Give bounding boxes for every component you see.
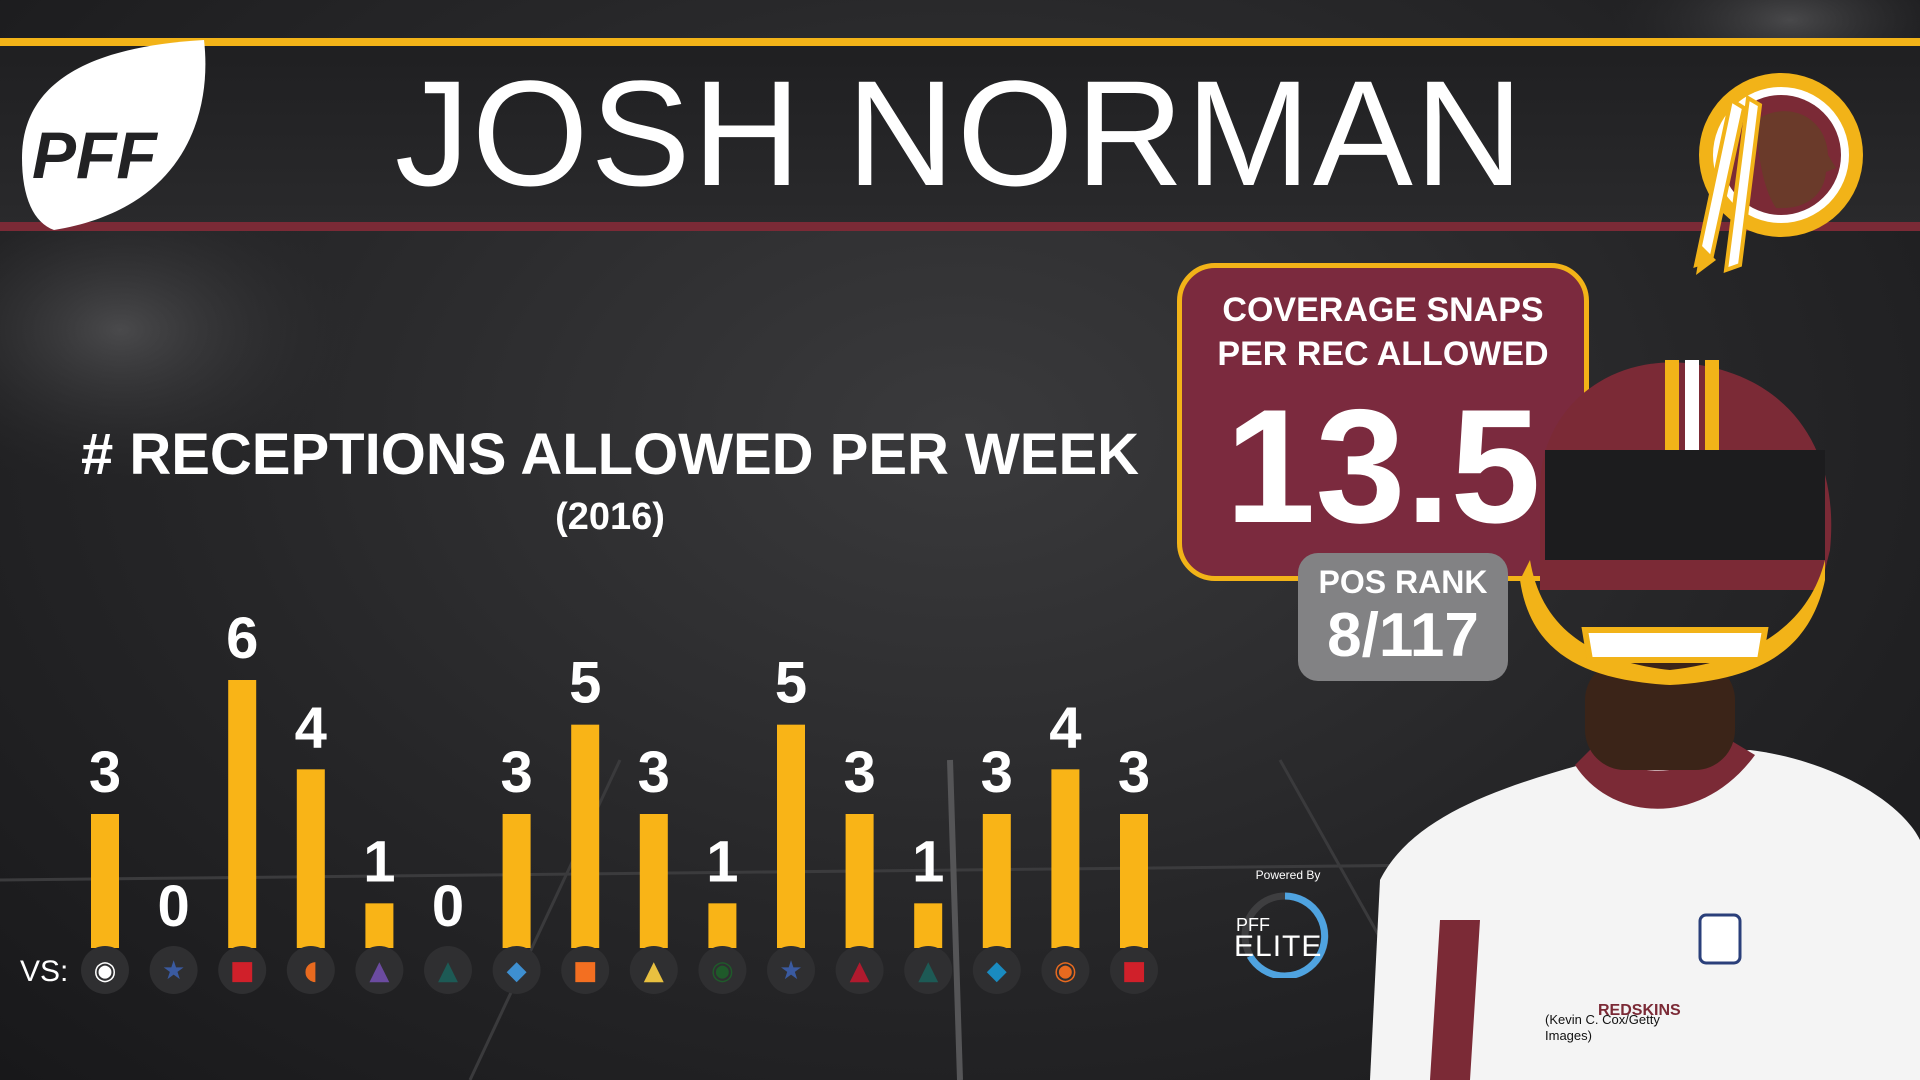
photo-credit: (Kevin C. Cox/Getty Images) (1545, 1012, 1660, 1043)
header-maroon-rule (0, 222, 1920, 231)
bar-week-15 (1051, 769, 1080, 948)
pff-logo: PFF (22, 40, 206, 230)
bar-value-label-week-3: 6 (226, 606, 258, 671)
svg-text:◆: ◆ (507, 956, 527, 986)
bar-value-label-week-2: 0 (157, 874, 189, 939)
eagles-logo-icon: ▲ (424, 946, 472, 994)
bar-week-3 (228, 680, 257, 948)
browns-helmet-icon: ◖ (286, 946, 335, 994)
powered-by-label: Powered By (1255, 868, 1321, 882)
svg-text:■: ■ (230, 956, 255, 986)
svg-text:▲: ▲ (850, 956, 870, 986)
bar-value-label-week-5: 1 (363, 829, 395, 894)
player-name: JOSH NORMAN (394, 49, 1526, 217)
panthers-logo-icon: ◆ (972, 946, 1021, 994)
position-rank-label: POS RANK (1318, 564, 1488, 600)
coverage-stat-value: 13.5 (1225, 376, 1541, 557)
bar-value-label-week-16: 3 (1118, 740, 1150, 805)
cowboys-star-icon: ★ (767, 946, 815, 994)
bar-week-7 (502, 814, 531, 948)
vikings-logo-icon: ▲ (629, 946, 678, 994)
position-rank-badge: POS RANK 8/117 (1298, 553, 1508, 681)
svg-text:■: ■ (573, 956, 598, 986)
bengals-logo-icon: ■ (561, 946, 610, 994)
pff-logo-text: PFF (32, 118, 158, 192)
bar-value-label-week-8: 5 (569, 651, 601, 716)
svg-text:◉: ◉ (711, 956, 734, 986)
bar-week-10 (708, 903, 737, 948)
svg-text:★: ★ (779, 956, 802, 986)
bar-value-label-week-4: 4 (295, 695, 327, 760)
bar-week-5 (365, 903, 394, 948)
bar-value-label-week-6: 0 (432, 874, 464, 939)
svg-text:★: ★ (162, 956, 185, 986)
bar-week-8 (571, 724, 600, 948)
opponent-icons-row: ◉ ★ ■ ◖ ▲ ▲ ◆ ■ ▲ ◉ ★ ▲ ▲ ◆ ◉ ■ (81, 946, 1158, 994)
position-rank-value: 8/117 (1327, 601, 1479, 670)
svg-text:◉: ◉ (94, 956, 117, 986)
bar-week-14 (982, 814, 1011, 948)
powered-by-brand: PFF (1236, 915, 1270, 935)
svg-text:▲: ▲ (369, 956, 389, 986)
redskins-logo-icon (1693, 73, 1863, 275)
bears-logo-icon: ◉ (1041, 946, 1090, 994)
chart-title: # RECEPTIONS ALLOWED PER WEEK (80, 422, 1140, 487)
bar-week-13 (914, 903, 943, 948)
ravens-logo-icon: ▲ (355, 946, 404, 994)
bar-value-label-week-15: 4 (1049, 695, 1081, 760)
bar-week-16 (1120, 814, 1148, 948)
bar-value-label-week-12: 3 (843, 740, 875, 805)
giants-ny-icon: ■ (218, 946, 267, 994)
player-photo: REDSKINS (1370, 360, 1920, 1080)
svg-text:◖: ◖ (304, 956, 318, 986)
header-gold-rule (0, 38, 1920, 46)
bar-value-label-week-10: 1 (706, 829, 738, 894)
coverage-stat-card: COVERAGE SNAPS PER REC ALLOWED 13.5 (1177, 263, 1589, 581)
bar-week-12 (845, 814, 874, 948)
bar-value-label-week-14: 3 (981, 740, 1013, 805)
steelers-logo-icon: ◉ (81, 946, 129, 994)
coverage-stat-label: COVERAGE SNAPS PER REC ALLOWED (1182, 288, 1584, 376)
giants-ny-icon: ■ (1110, 946, 1158, 994)
lions-logo-icon: ◆ (492, 946, 541, 994)
bar-value-label-week-13: 1 (912, 829, 944, 894)
svg-text:REDSKINS: REDSKINS (1598, 1002, 1681, 1019)
chart-subtitle: (2016) (555, 496, 665, 538)
powered-by-product: ELITE (1234, 930, 1323, 963)
bar-value-label-week-9: 3 (638, 740, 670, 805)
svg-text:◉: ◉ (1054, 956, 1077, 986)
svg-text:◆: ◆ (987, 956, 1007, 986)
bar-week-11 (777, 724, 805, 948)
bar-value-label-week-1: 3 (89, 740, 121, 805)
packers-logo-icon: ◉ (698, 946, 747, 994)
svg-text:▲: ▲ (918, 956, 938, 986)
cardinals-logo-icon: ▲ (835, 946, 884, 994)
coverage-stat-label-line2: PER REC ALLOWED (1217, 335, 1549, 373)
cowboys-star-icon: ★ (149, 946, 198, 994)
bar-week-9 (639, 814, 668, 948)
bar-week-1 (91, 814, 119, 948)
bar-value-label-week-7: 3 (500, 740, 532, 805)
vs-label: VS: (20, 955, 69, 988)
pff-elite-ring-icon (1241, 892, 1329, 978)
header-band (0, 38, 1920, 230)
coverage-stat-label-line1: COVERAGE SNAPS (1222, 291, 1544, 329)
bar-week-4 (296, 769, 325, 948)
eagles-logo-icon: ▲ (904, 946, 953, 994)
bar-value-label-week-11: 5 (775, 651, 807, 716)
svg-text:■: ■ (1122, 956, 1147, 986)
svg-text:▲: ▲ (438, 956, 458, 986)
svg-text:▲: ▲ (644, 956, 664, 986)
